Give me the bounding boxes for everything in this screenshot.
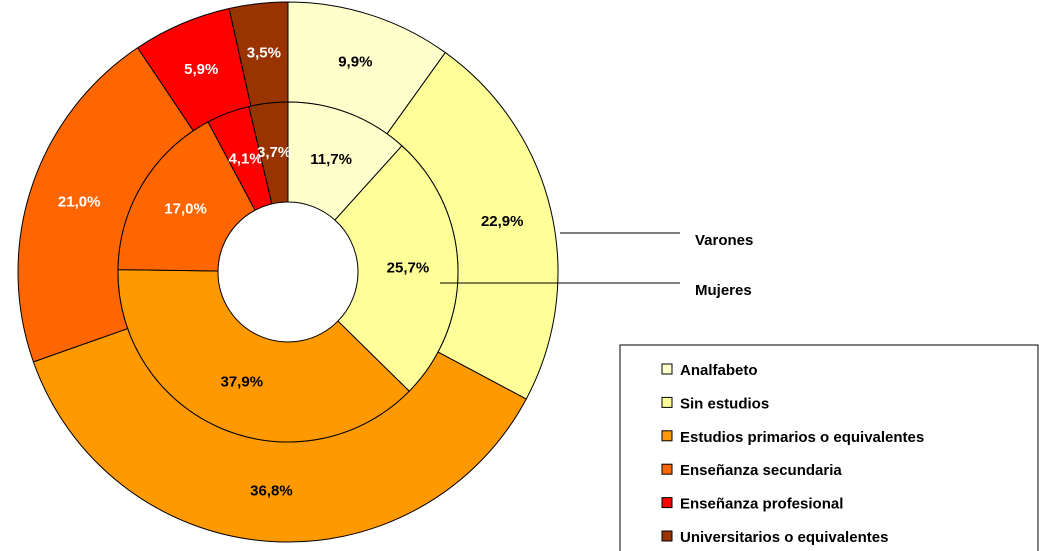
data-label: 11,7% — [310, 151, 352, 168]
donut-segment — [117, 269, 410, 443]
data-label: 22,9% — [481, 213, 524, 230]
legend-swatch — [661, 497, 673, 509]
series-label: Mujeres — [695, 282, 752, 299]
legend-swatch — [661, 363, 673, 375]
legend-swatch — [661, 463, 673, 475]
legend-label: Universitarios o equivalentes — [680, 529, 888, 546]
data-label: 36,8% — [250, 482, 293, 499]
data-label: 21,0% — [58, 194, 101, 211]
data-label: 5,9% — [184, 61, 218, 78]
legend-box — [619, 344, 1039, 551]
legend-label: Analfabeto — [680, 362, 758, 379]
donut-segment — [117, 121, 256, 272]
legend-swatch — [661, 430, 673, 442]
data-label: 25,7% — [387, 259, 430, 276]
data-label: 4,1% — [229, 151, 263, 168]
legend-label: Sin estudios — [680, 395, 769, 412]
donut-segment — [248, 101, 289, 205]
data-label: 37,9% — [221, 374, 264, 391]
data-label: 9,9% — [338, 54, 372, 71]
legend-label: Enseñanza profesional — [680, 496, 843, 513]
legend-label: Enseñanza secundaria — [680, 462, 842, 479]
legend-swatch — [661, 530, 673, 542]
data-label: 3,7% — [257, 144, 291, 161]
data-label: 17,0% — [164, 200, 207, 217]
legend-swatch — [661, 396, 673, 408]
data-label: 3,5% — [247, 44, 281, 61]
donut-segment — [334, 145, 459, 392]
series-label: Varones — [695, 232, 753, 249]
legend-label: Estudios primarios o equivalentes — [680, 429, 924, 446]
